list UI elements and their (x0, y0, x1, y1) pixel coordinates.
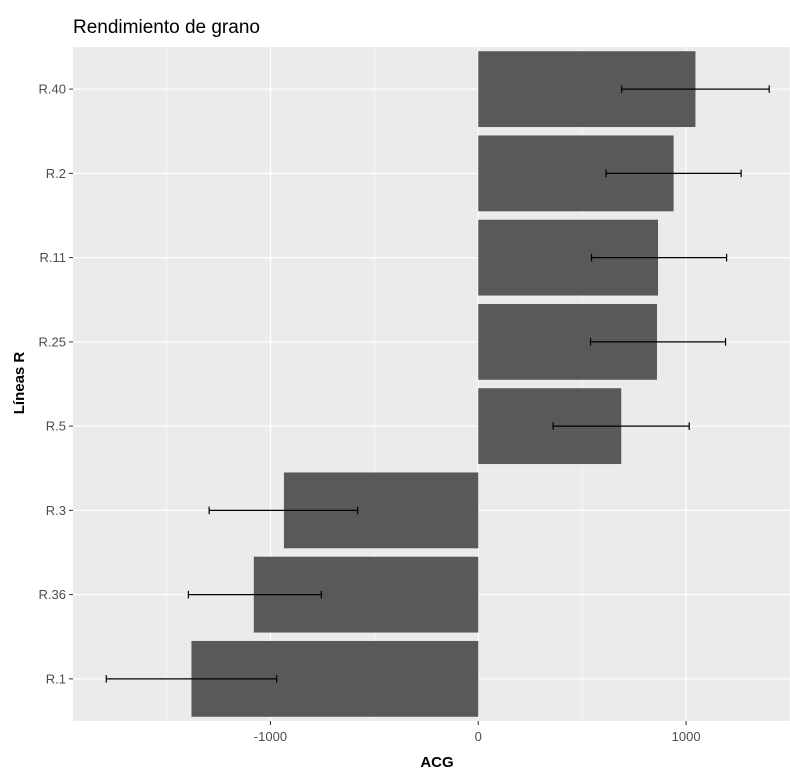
y-tick-label: R.3 (46, 503, 66, 518)
chart-title: Rendimiento de grano (73, 17, 260, 38)
y-tick-label: R.25 (39, 334, 66, 349)
x-tick-label: 0 (475, 729, 482, 744)
y-tick-label: R.40 (39, 82, 66, 97)
plot-area: R.40 R.2 R.11 R.25 R.5 R.3 R.36 R.1 -1000 0 1000 (39, 47, 790, 744)
y-tick-label: R.11 (40, 250, 67, 265)
y-axis-title: Líneas R (11, 352, 28, 415)
x-tick-label: -1000 (254, 729, 287, 744)
x-tick-label: 1000 (672, 729, 701, 744)
y-tick-label: R.1 (46, 671, 66, 686)
x-axis-title: ACG (420, 754, 453, 769)
y-tick-label: R.5 (46, 419, 66, 434)
y-tick-label: R.2 (46, 166, 66, 181)
y-tick-label: R.36 (39, 587, 66, 602)
